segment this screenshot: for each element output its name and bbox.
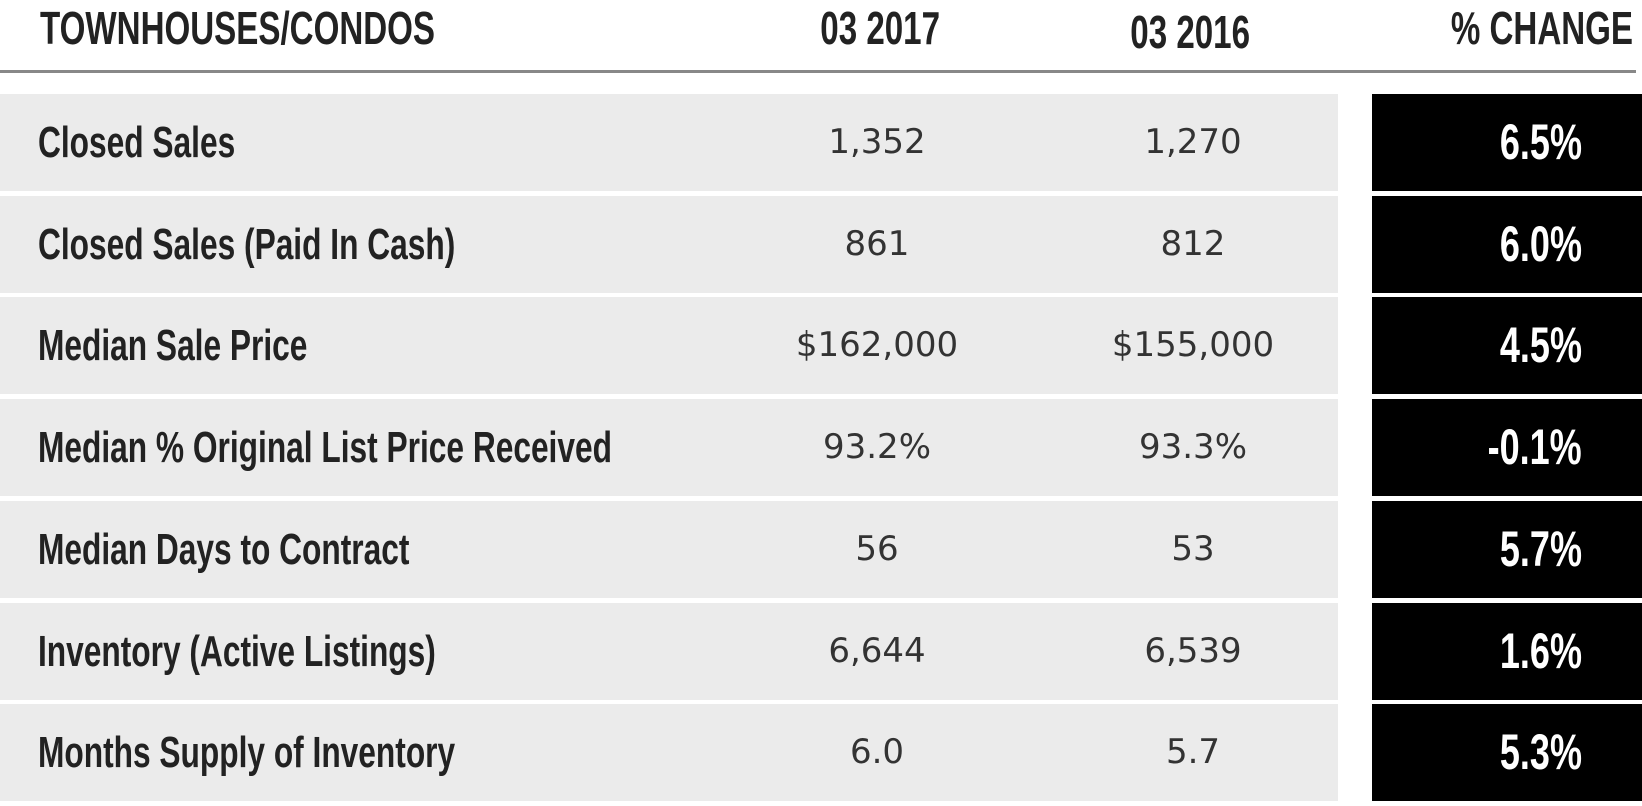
row-label: Median Sale Price: [38, 297, 412, 394]
row-label: Months Supply of Inventory: [38, 704, 617, 801]
change-background: [1372, 195, 1642, 293]
header-cell-text: % CHANGE: [1450, 2, 1634, 54]
value-2016-text: 6,539: [1144, 630, 1242, 671]
row-background: [0, 297, 1338, 395]
row-background: [0, 195, 1338, 293]
change-value-text: 5.7%: [1499, 520, 1582, 577]
change-value-text: 6.5%: [1499, 114, 1582, 170]
row-label: Closed Sales (Paid In Cash): [38, 196, 618, 293]
row-label: Inventory (Active Listings): [38, 603, 591, 700]
change-background: [1372, 704, 1642, 802]
header-cell: 03 2017: [730, 0, 1030, 56]
value-2016: 93.3%: [1043, 399, 1343, 496]
value-2017-text: 6.0: [849, 732, 905, 773]
value-2017-text: 861: [844, 223, 910, 264]
value-2016-text: 812: [1160, 223, 1226, 264]
value-2016: $155,000: [1043, 297, 1343, 394]
value-2016: 5.7: [1043, 704, 1343, 801]
change-background: [1372, 500, 1642, 598]
header-cell: 03 2016: [1040, 4, 1340, 60]
change-value-text: 5.3%: [1499, 724, 1582, 781]
value-2017-text: 1,352: [828, 122, 926, 162]
row-background: [0, 94, 1338, 191]
row-background: [0, 500, 1338, 598]
header-cell: % CHANGE: [1380, 0, 1633, 56]
change-value: -0.1%: [1372, 399, 1582, 496]
change-value: 5.7%: [1372, 501, 1582, 598]
value-2017: 861: [727, 196, 1027, 293]
row-label: Closed Sales: [38, 94, 312, 191]
value-2016-text: $155,000: [1111, 325, 1275, 366]
header-rule: [0, 70, 1636, 73]
row-background: [0, 399, 1338, 497]
row-background: [0, 602, 1338, 700]
header-cell: TOWNHOUSES/CONDOS: [40, 0, 589, 56]
value-2017: $162,000: [727, 297, 1027, 394]
change-value-text: 4.5%: [1499, 317, 1582, 374]
value-2017-text: 56: [855, 528, 899, 569]
change-value-text: -0.1%: [1487, 419, 1582, 476]
header-cell-text: 03 2016: [1130, 6, 1250, 58]
row-label-text: Median Days to Contract: [38, 524, 410, 574]
value-2017: 56: [727, 501, 1027, 598]
value-2017: 6.0: [727, 704, 1027, 801]
change-value-text: 6.0%: [1499, 215, 1582, 272]
value-2016-text: 93.3%: [1138, 427, 1247, 468]
value-2017: 1,352: [727, 94, 1027, 191]
row-label: Median % Original List Price Received: [38, 399, 835, 496]
change-background: [1372, 297, 1642, 395]
change-value: 6.0%: [1372, 196, 1582, 293]
value-2016-text: 5.7: [1165, 732, 1221, 773]
value-2016: 1,270: [1043, 94, 1343, 191]
header-cell-text: 03 2017: [820, 2, 940, 54]
row-label-text: Months Supply of Inventory: [38, 728, 456, 778]
change-value: 1.6%: [1372, 603, 1582, 700]
change-value: 6.5%: [1372, 94, 1582, 191]
change-background: [1372, 399, 1642, 497]
value-2016-text: 1,270: [1144, 122, 1242, 162]
row-background: [0, 704, 1338, 802]
change-background: [1372, 602, 1642, 700]
row-label-text: Median Sale Price: [38, 321, 308, 371]
value-2016: 53: [1043, 501, 1343, 598]
change-value: 4.5%: [1372, 297, 1582, 394]
row-label-text: Closed Sales (Paid In Cash): [38, 219, 456, 269]
change-value: 5.3%: [1372, 704, 1582, 801]
value-2016: 812: [1043, 196, 1343, 293]
row-label-text: Closed Sales: [38, 118, 236, 167]
header-cell-text: TOWNHOUSES/CONDOS: [40, 2, 436, 54]
value-2016: 6,539: [1043, 603, 1343, 700]
change-background: [1372, 94, 1642, 191]
row-label-text: Median % Original List Price Received: [38, 423, 612, 473]
row-label: Median Days to Contract: [38, 501, 554, 598]
row-label-text: Inventory (Active Listings): [38, 626, 436, 676]
value-2017: 93.2%: [727, 399, 1027, 496]
value-2017-text: 93.2%: [822, 427, 931, 468]
value-2017-text: 6,644: [828, 630, 926, 671]
value-2017: 6,644: [727, 603, 1027, 700]
value-2016-text: 53: [1171, 528, 1215, 569]
change-value-text: 1.6%: [1499, 622, 1582, 679]
value-2017-text: $162,000: [795, 325, 959, 366]
